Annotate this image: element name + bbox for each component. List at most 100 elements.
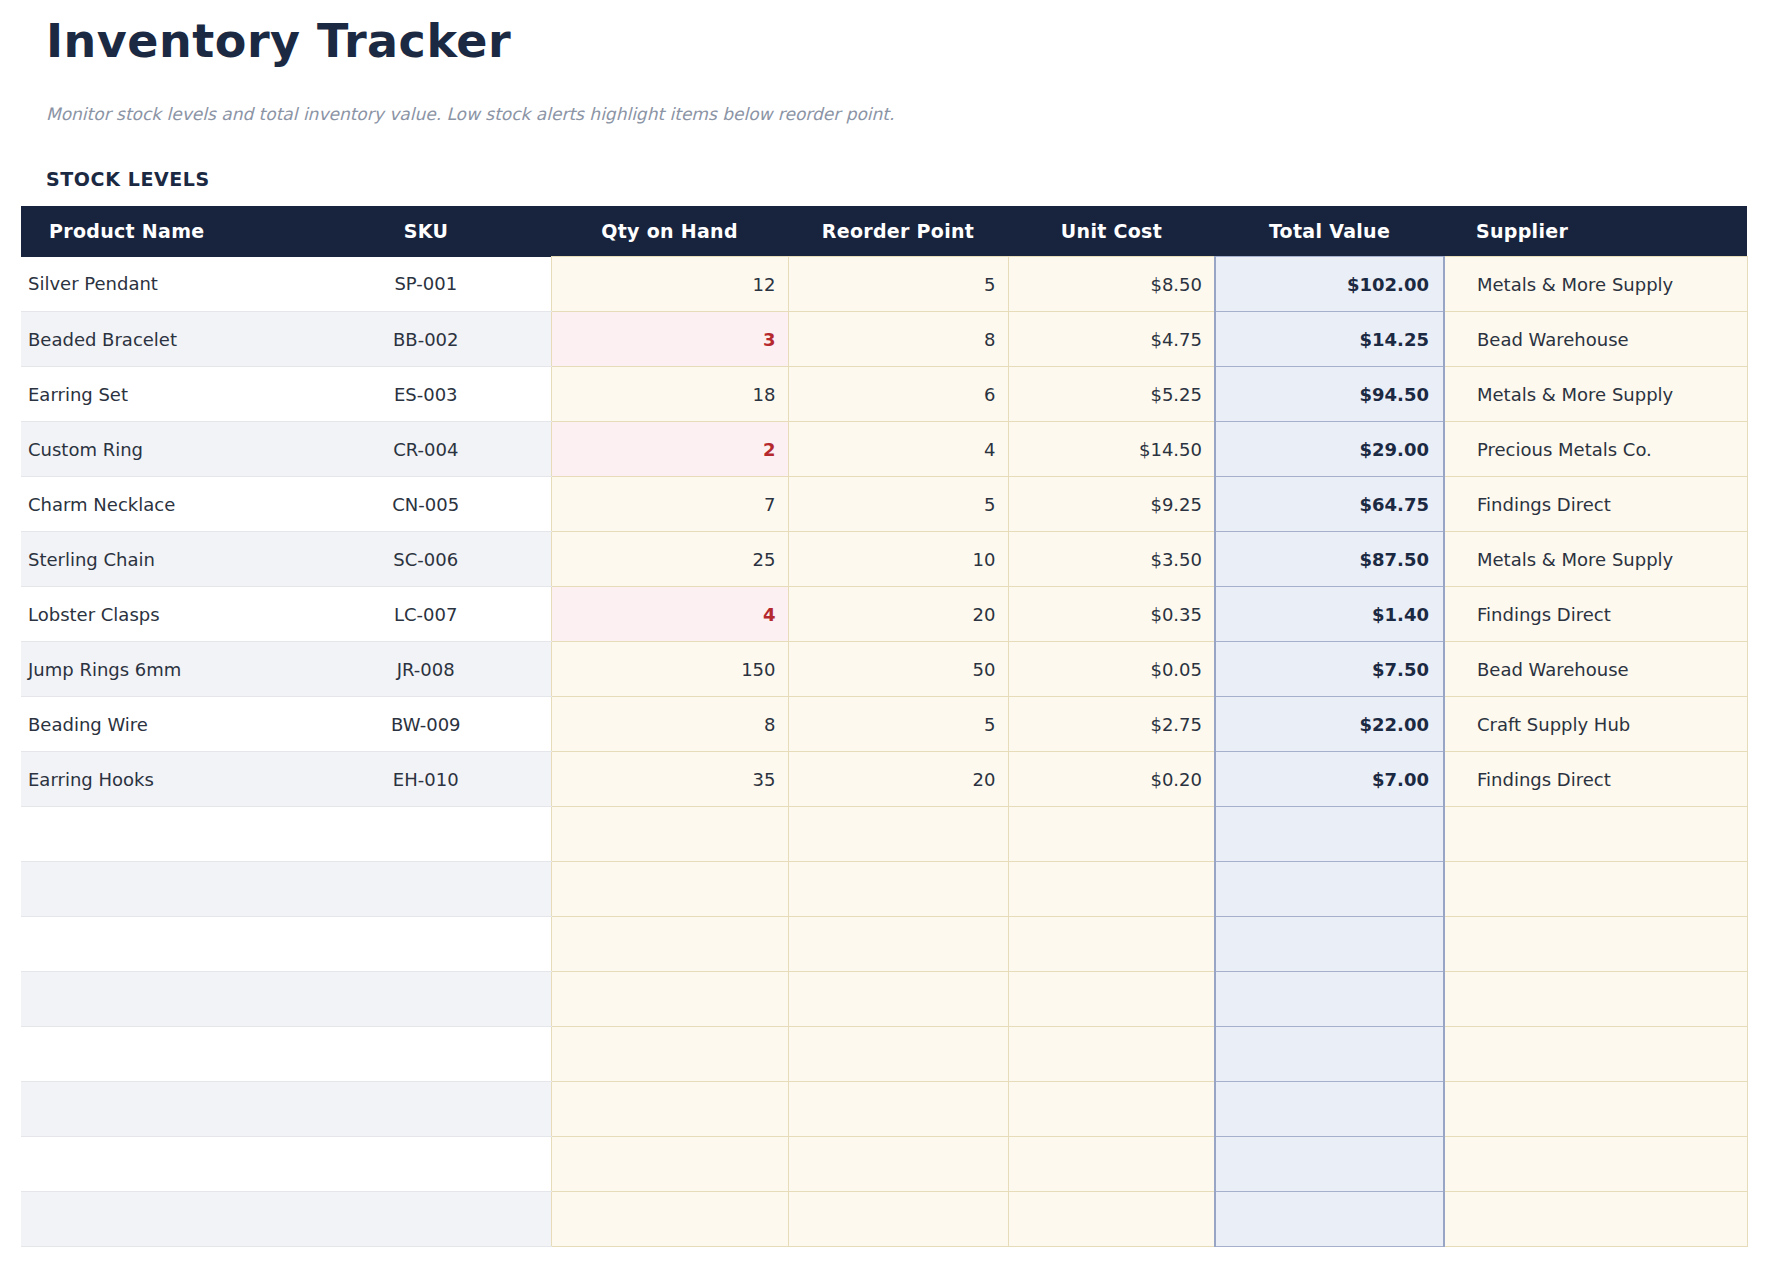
- cell-sku[interactable]: JR-008: [301, 642, 551, 697]
- cell-qty[interactable]: [551, 1027, 788, 1082]
- cell-reorder[interactable]: [788, 972, 1008, 1027]
- cell-qty[interactable]: 150: [551, 642, 788, 697]
- cell-total-value[interactable]: $64.75: [1215, 477, 1444, 532]
- cell-reorder[interactable]: 20: [788, 587, 1008, 642]
- cell-sku[interactable]: [301, 1027, 551, 1082]
- cell-supplier[interactable]: Metals & More Supply: [1444, 532, 1747, 587]
- cell-product[interactable]: [21, 917, 301, 972]
- cell-total-value[interactable]: [1215, 1082, 1444, 1137]
- cell-reorder[interactable]: 6: [788, 367, 1008, 422]
- cell-qty[interactable]: [551, 1192, 788, 1247]
- cell-sku[interactable]: CR-004: [301, 422, 551, 477]
- cell-reorder[interactable]: 20: [788, 752, 1008, 807]
- cell-supplier[interactable]: Bead Warehouse: [1444, 642, 1747, 697]
- cell-supplier[interactable]: [1444, 972, 1747, 1027]
- cell-unit-cost[interactable]: [1008, 1137, 1215, 1192]
- cell-qty[interactable]: [551, 917, 788, 972]
- cell-supplier[interactable]: Craft Supply Hub: [1444, 697, 1747, 752]
- cell-total-value[interactable]: [1215, 917, 1444, 972]
- cell-qty[interactable]: 3: [551, 312, 788, 367]
- cell-supplier[interactable]: Precious Metals Co.: [1444, 422, 1747, 477]
- cell-qty[interactable]: 18: [551, 367, 788, 422]
- cell-sku[interactable]: LC-007: [301, 587, 551, 642]
- cell-unit-cost[interactable]: [1008, 807, 1215, 862]
- cell-sku[interactable]: [301, 917, 551, 972]
- cell-product[interactable]: Earring Set: [21, 367, 301, 422]
- cell-unit-cost[interactable]: $0.35: [1008, 587, 1215, 642]
- cell-sku[interactable]: [301, 862, 551, 917]
- cell-reorder[interactable]: 5: [788, 697, 1008, 752]
- cell-qty[interactable]: 7: [551, 477, 788, 532]
- cell-unit-cost[interactable]: [1008, 1027, 1215, 1082]
- cell-reorder[interactable]: 5: [788, 257, 1008, 312]
- cell-unit-cost[interactable]: [1008, 972, 1215, 1027]
- cell-unit-cost[interactable]: $5.25: [1008, 367, 1215, 422]
- cell-supplier[interactable]: Findings Direct: [1444, 477, 1747, 532]
- cell-product[interactable]: [21, 1027, 301, 1082]
- cell-qty[interactable]: 8: [551, 697, 788, 752]
- cell-reorder[interactable]: [788, 1192, 1008, 1247]
- cell-qty[interactable]: [551, 1082, 788, 1137]
- cell-total-value[interactable]: $1.40: [1215, 587, 1444, 642]
- cell-supplier[interactable]: [1444, 1027, 1747, 1082]
- cell-product[interactable]: Beaded Bracelet: [21, 312, 301, 367]
- cell-reorder[interactable]: [788, 862, 1008, 917]
- cell-supplier[interactable]: [1444, 1082, 1747, 1137]
- cell-product[interactable]: Sterling Chain: [21, 532, 301, 587]
- cell-qty[interactable]: [551, 972, 788, 1027]
- cell-total-value[interactable]: [1215, 1027, 1444, 1082]
- cell-product[interactable]: Earring Hooks: [21, 752, 301, 807]
- cell-sku[interactable]: SP-001: [301, 257, 551, 312]
- cell-unit-cost[interactable]: $2.75: [1008, 697, 1215, 752]
- cell-reorder[interactable]: 5: [788, 477, 1008, 532]
- cell-product[interactable]: [21, 1137, 301, 1192]
- cell-total-value[interactable]: [1215, 972, 1444, 1027]
- cell-qty[interactable]: 4: [551, 587, 788, 642]
- cell-reorder[interactable]: 4: [788, 422, 1008, 477]
- cell-reorder[interactable]: 50: [788, 642, 1008, 697]
- cell-unit-cost[interactable]: $0.05: [1008, 642, 1215, 697]
- cell-supplier[interactable]: Findings Direct: [1444, 752, 1747, 807]
- cell-total-value[interactable]: $102.00: [1215, 257, 1444, 312]
- cell-qty[interactable]: 35: [551, 752, 788, 807]
- cell-reorder[interactable]: [788, 1027, 1008, 1082]
- cell-sku[interactable]: EH-010: [301, 752, 551, 807]
- cell-product[interactable]: [21, 1192, 301, 1247]
- cell-sku[interactable]: BB-002: [301, 312, 551, 367]
- cell-product[interactable]: [21, 972, 301, 1027]
- cell-qty[interactable]: 12: [551, 257, 788, 312]
- cell-total-value[interactable]: $29.00: [1215, 422, 1444, 477]
- cell-product[interactable]: Lobster Clasps: [21, 587, 301, 642]
- cell-supplier[interactable]: [1444, 1192, 1747, 1247]
- cell-total-value[interactable]: [1215, 807, 1444, 862]
- cell-product[interactable]: Silver Pendant: [21, 257, 301, 312]
- cell-total-value[interactable]: $87.50: [1215, 532, 1444, 587]
- cell-total-value[interactable]: $22.00: [1215, 697, 1444, 752]
- cell-unit-cost[interactable]: [1008, 917, 1215, 972]
- cell-total-value[interactable]: [1215, 1137, 1444, 1192]
- cell-unit-cost[interactable]: [1008, 1082, 1215, 1137]
- cell-total-value[interactable]: $7.00: [1215, 752, 1444, 807]
- cell-total-value[interactable]: [1215, 862, 1444, 917]
- cell-product[interactable]: Custom Ring: [21, 422, 301, 477]
- cell-total-value[interactable]: $94.50: [1215, 367, 1444, 422]
- cell-reorder[interactable]: [788, 917, 1008, 972]
- cell-sku[interactable]: [301, 972, 551, 1027]
- cell-supplier[interactable]: Bead Warehouse: [1444, 312, 1747, 367]
- cell-supplier[interactable]: Metals & More Supply: [1444, 367, 1747, 422]
- cell-sku[interactable]: [301, 807, 551, 862]
- cell-sku[interactable]: SC-006: [301, 532, 551, 587]
- cell-product[interactable]: Jump Rings 6mm: [21, 642, 301, 697]
- cell-unit-cost[interactable]: $9.25: [1008, 477, 1215, 532]
- cell-supplier[interactable]: [1444, 862, 1747, 917]
- cell-unit-cost[interactable]: $8.50: [1008, 257, 1215, 312]
- cell-qty[interactable]: [551, 862, 788, 917]
- cell-sku[interactable]: [301, 1192, 551, 1247]
- cell-reorder[interactable]: 8: [788, 312, 1008, 367]
- cell-unit-cost[interactable]: $14.50: [1008, 422, 1215, 477]
- cell-product[interactable]: Beading Wire: [21, 697, 301, 752]
- cell-reorder[interactable]: [788, 807, 1008, 862]
- cell-sku[interactable]: [301, 1137, 551, 1192]
- cell-qty[interactable]: [551, 807, 788, 862]
- cell-total-value[interactable]: [1215, 1192, 1444, 1247]
